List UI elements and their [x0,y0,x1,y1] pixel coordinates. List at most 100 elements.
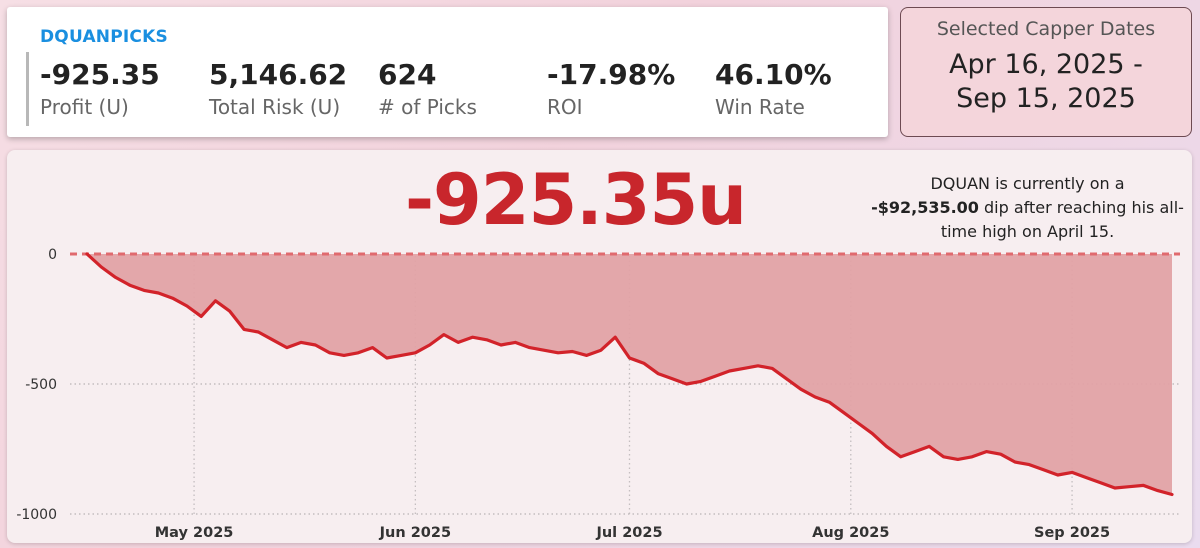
data-point [171,297,174,300]
data-point [443,333,445,336]
metric-roi: -17.98% ROI [547,58,676,120]
data-point [842,411,845,414]
data-point [657,372,659,375]
metric-value: -925.35 [40,58,160,91]
data-point [914,450,916,453]
data-point [999,453,1002,456]
data-point [714,375,716,378]
data-point [685,383,688,385]
data-point [214,300,217,302]
data-point [628,357,631,359]
data-point [257,331,260,333]
data-point [528,346,531,349]
data-point [1085,476,1088,479]
metric-value: 624 [378,58,437,91]
data-point [814,396,816,398]
metric-label: Total Risk (U) [209,95,341,119]
x-tick-label: May 2025 [155,525,234,541]
data-point [800,388,802,391]
data-point [186,305,188,307]
data-point [957,458,959,461]
data-point [871,432,873,435]
data-point [585,354,588,357]
data-point [614,336,617,339]
x-tick-label: Sep 2025 [1034,525,1110,541]
data-point [1114,487,1116,489]
data-point [1156,489,1159,492]
capper-name: DQUANPICKS [40,27,168,47]
data-point [1142,484,1145,487]
data-point [514,341,517,344]
data-point [500,344,502,346]
data-point [271,339,274,341]
data-point [414,352,417,354]
data-point [86,253,88,255]
data-point [157,292,160,294]
note-post: dip after reaching his all-time high on … [940,198,1184,241]
y-tick-label: 0 [48,247,57,263]
data-point [771,367,774,370]
data-point [400,354,402,357]
data-point [899,456,902,458]
date-end: Sep 15, 2025 [956,83,1136,114]
metric-label: Win Rate [715,95,805,119]
date-start: Apr 16, 2025 - [949,49,1143,80]
data-point [243,328,245,331]
metric-label: ROI [547,95,583,119]
data-point [286,346,288,349]
x-tick-label: Jul 2025 [595,525,662,541]
data-point [828,401,831,404]
data-point [100,266,103,268]
metric-value: 46.10% [715,58,832,91]
data-point [200,315,203,318]
metric-total-risk: 5,146.62 Total Risk (U) [209,59,347,120]
data-point [600,349,602,352]
data-point [143,289,145,292]
profit-area [87,254,1172,495]
data-point [671,378,674,380]
data-point [300,341,302,344]
data-point [857,422,859,424]
y-tick-label: -500 [25,377,57,393]
data-point [1171,493,1173,496]
data-point [942,456,945,458]
date-range-value: Apr 16, 2025 - Sep 15, 2025 [901,48,1191,116]
data-point [428,344,431,346]
dip-note: DQUAN is currently on a -$92,535.00 dip … [865,172,1190,244]
data-point [557,352,559,354]
data-point [471,336,474,339]
headline-profit: -925.35u [405,159,747,241]
data-point [314,344,317,346]
data-point [742,367,745,370]
data-point [1028,463,1031,466]
data-point [328,352,331,354]
data-point [129,284,131,287]
data-point [1099,482,1102,484]
metric-win-rate: 46.10% Win Rate [715,58,832,120]
data-point [700,380,702,383]
metric-label: # of Picks [378,95,477,119]
data-point [1128,485,1130,488]
data-point [642,362,645,365]
data-point [1042,469,1045,471]
capper-summary-card: DQUANPICKS -925.35 Profit (U) 5,146.62 T… [7,7,888,137]
data-point [785,378,788,380]
data-point [571,350,574,353]
date-range-filter[interactable]: Selected Capper Dates Apr 16, 2025 - Sep… [900,7,1192,137]
metric-value: -17.98% [547,58,676,91]
accent-divider [26,52,29,126]
data-point [371,346,374,349]
data-point [757,365,759,367]
data-point [1071,471,1073,474]
data-point [386,357,388,359]
data-point [971,456,973,458]
metric-num-picks: 624 # of Picks [378,58,477,120]
date-filter-title: Selected Capper Dates [936,18,1156,40]
data-point [1014,461,1016,463]
data-point [357,352,360,354]
data-point [485,339,488,341]
data-point [928,445,931,448]
data-point [728,370,731,372]
data-point [985,450,988,453]
